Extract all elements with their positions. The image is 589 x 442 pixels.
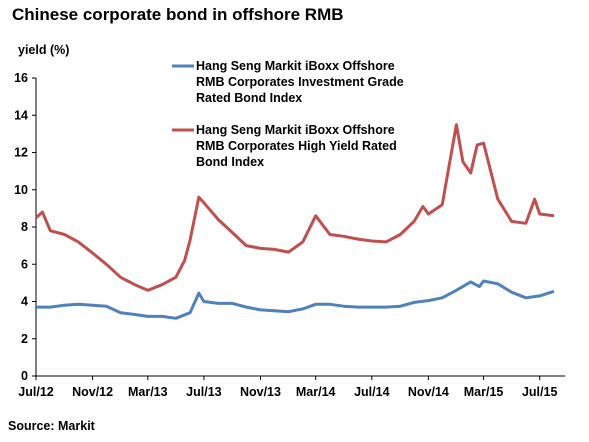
chart-title: Chinese corporate bond in offshore RMB [12, 5, 344, 24]
y-tick-label: 10 [14, 183, 28, 197]
x-tick-label: Nov/12 [72, 385, 113, 399]
x-ticks: Jul/12 Nov/12 Mar/13 Jul/13 Nov/13 Mar/14 Jul/… [18, 376, 557, 399]
y-axis-label: yield (%) [18, 43, 69, 57]
y-tick-label: 6 [21, 257, 28, 271]
x-tick-label: Jul/13 [186, 385, 221, 399]
legend-label-investment-grade-line-3: Rated Bond Index [196, 91, 302, 105]
y-tick-label: 16 [14, 71, 28, 85]
series-line-high-yield [35, 123, 555, 292]
y-tick-label: 4 [21, 295, 28, 309]
y-ticks: 0 2 4 6 8 10 12 14 16 [14, 71, 36, 383]
x-tick-label: Nov/14 [408, 385, 449, 399]
legend-label-investment-grade-line-2: RMB Corporates Investment Grade [196, 75, 404, 89]
x-tick-label: Jul/14 [354, 385, 389, 399]
legend-label-high-yield-line-1: Hang Seng Markit iBoxx Offshore [196, 123, 395, 137]
y-tick-label: 8 [21, 220, 28, 234]
y-tick-label: 12 [14, 146, 28, 160]
legend: Hang Seng Markit iBoxx Offshore RMB Corp… [172, 59, 404, 169]
series-line-investment-grade [36, 279, 555, 320]
plot-area: 0 2 4 6 8 10 12 14 16 Jul/12 Nov/12 Mar/13 Jul/13 No… [14, 71, 565, 399]
x-tick-label: Jul/15 [522, 385, 557, 399]
series-group [35, 123, 555, 320]
x-tick-label: Mar/14 [296, 385, 336, 399]
legend-label-investment-grade-line-1: Hang Seng Markit iBoxx Offshore [196, 59, 395, 73]
x-tick-label: Mar/15 [464, 385, 504, 399]
legend-label-high-yield-line-3: Bond Index [196, 155, 264, 169]
x-tick-label: Mar/13 [128, 385, 168, 399]
y-tick-label: 2 [21, 332, 28, 346]
legend-label-high-yield-line-2: RMB Corporates High Yield Rated [196, 139, 397, 153]
source-note: Source: Markit [8, 419, 96, 433]
x-tick-label: Jul/12 [18, 385, 53, 399]
x-tick-label: Nov/13 [240, 385, 281, 399]
y-tick-label: 14 [14, 108, 28, 122]
y-tick-label: 0 [21, 369, 28, 383]
